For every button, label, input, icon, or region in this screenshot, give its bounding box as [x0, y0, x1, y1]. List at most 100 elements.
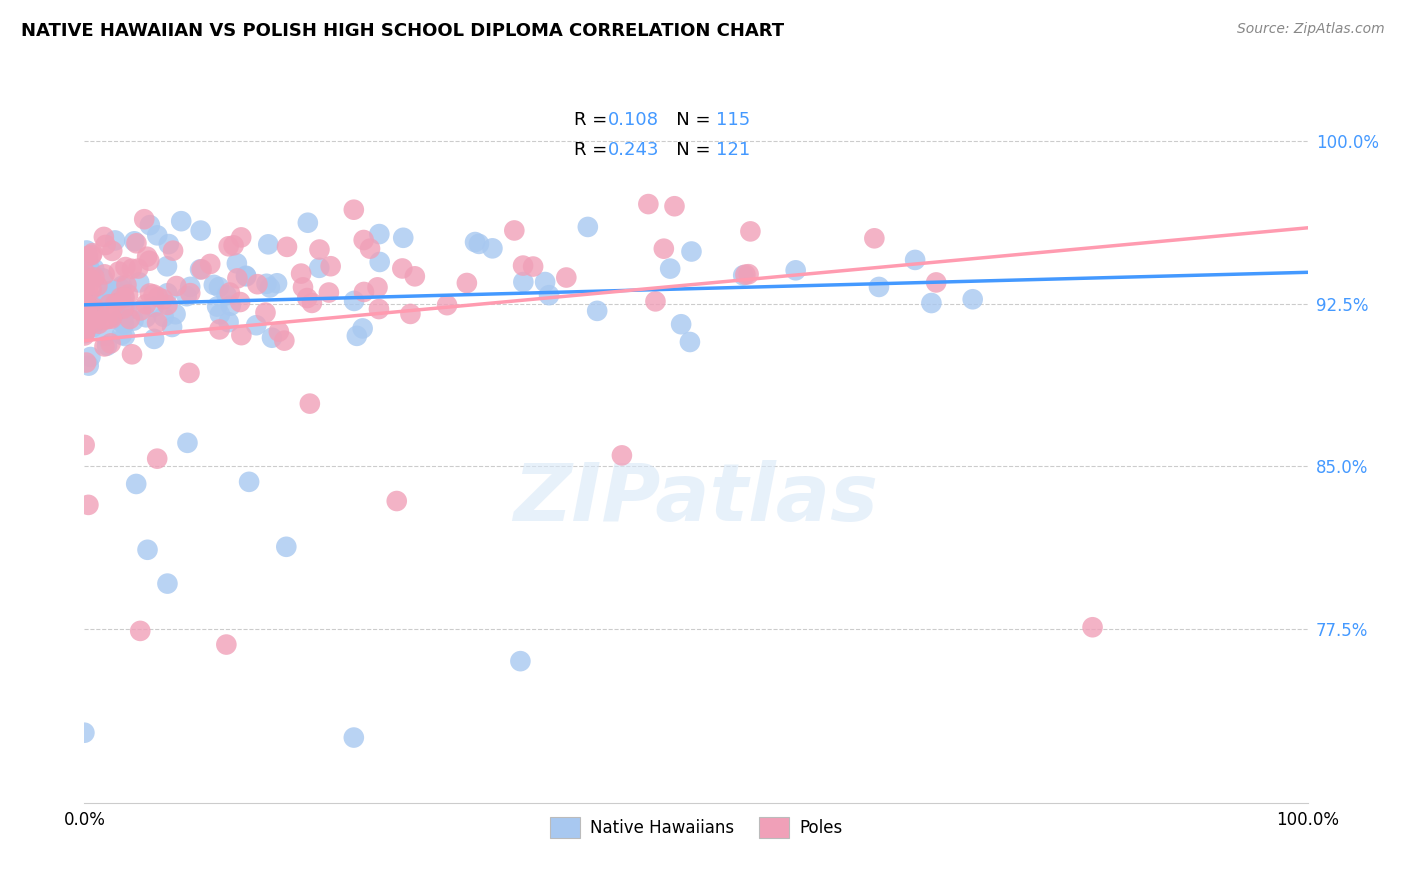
Point [156, 298, 179, 312]
Point [100, 310, 122, 325]
Point [83, 301, 105, 315]
Point [681, 244, 703, 259]
Point [104, 286, 127, 301]
Point [343, 202, 366, 217]
Point [75, 308, 97, 322]
Point [157, 237, 180, 252]
Point [83, 261, 105, 276]
Point [179, 366, 201, 380]
Point [534, 275, 557, 289]
Point [290, 267, 312, 281]
Point [110, 281, 132, 295]
Point [73, 280, 96, 294]
Point [73, 287, 96, 301]
Point [75, 318, 97, 332]
Point [925, 276, 948, 290]
Text: NATIVE HAWAIIAN VS POLISH HIGH SCHOOL DIPLOMA CORRELATION CHART: NATIVE HAWAIIAN VS POLISH HIGH SCHOOL DI… [21, 22, 785, 40]
Point [276, 540, 298, 554]
Point [273, 334, 295, 348]
Point [139, 286, 162, 301]
Point [218, 315, 240, 329]
Point [734, 268, 756, 282]
Point [962, 292, 984, 306]
Point [135, 297, 157, 311]
Point [94, 291, 117, 305]
Text: 115: 115 [716, 111, 749, 128]
Point [112, 301, 135, 316]
Point [538, 288, 561, 302]
Point [112, 311, 135, 326]
Point [208, 322, 231, 336]
Point [208, 307, 231, 321]
Point [1081, 620, 1104, 634]
Point [76, 244, 98, 258]
Point [103, 283, 125, 297]
Point [637, 197, 659, 211]
Point [260, 331, 283, 345]
Point [156, 576, 179, 591]
Point [231, 328, 253, 343]
Point [297, 216, 319, 230]
Point [129, 624, 152, 638]
Point [464, 235, 486, 249]
Point [94, 328, 117, 343]
Point [76, 298, 98, 312]
Point [456, 276, 478, 290]
Point [218, 239, 240, 253]
Point [468, 236, 491, 251]
Point [100, 336, 122, 351]
Point [146, 315, 169, 329]
Point [73, 308, 96, 322]
Point [188, 262, 211, 277]
Point [904, 252, 927, 267]
Point [266, 277, 288, 291]
Point [87, 317, 110, 331]
Point [73, 307, 96, 321]
Point [146, 228, 169, 243]
Point [205, 300, 228, 314]
Point [73, 308, 96, 322]
Point [82, 316, 104, 330]
Point [555, 270, 578, 285]
Point [138, 253, 160, 268]
Point [80, 282, 103, 296]
Point [200, 257, 222, 271]
Point [93, 339, 115, 353]
Point [352, 321, 374, 335]
Point [152, 310, 174, 324]
Point [679, 334, 702, 349]
Point [385, 494, 408, 508]
Point [208, 280, 231, 294]
Point [669, 318, 692, 332]
Point [121, 261, 143, 276]
Point [84, 315, 107, 329]
Point [76, 293, 98, 307]
Point [94, 238, 117, 252]
Point [920, 296, 942, 310]
Text: 0.108: 0.108 [607, 111, 659, 128]
Legend: Native Hawaiians, Poles: Native Hawaiians, Poles [543, 810, 849, 845]
Point [152, 293, 174, 307]
Point [93, 268, 115, 282]
Point [176, 435, 198, 450]
Point [114, 291, 136, 305]
Point [125, 236, 148, 251]
Point [235, 269, 257, 284]
Point [652, 242, 675, 256]
Point [359, 242, 381, 256]
Point [77, 249, 100, 263]
Point [222, 238, 245, 252]
Point [114, 329, 136, 343]
Point [107, 264, 129, 278]
Point [291, 280, 314, 294]
Point [156, 286, 179, 301]
Point [73, 322, 96, 336]
Point [96, 290, 118, 304]
Point [73, 438, 96, 452]
Point [343, 293, 366, 308]
Point [110, 291, 132, 305]
Point [80, 248, 103, 262]
Point [142, 300, 165, 314]
Point [135, 310, 157, 325]
Point [231, 230, 253, 244]
